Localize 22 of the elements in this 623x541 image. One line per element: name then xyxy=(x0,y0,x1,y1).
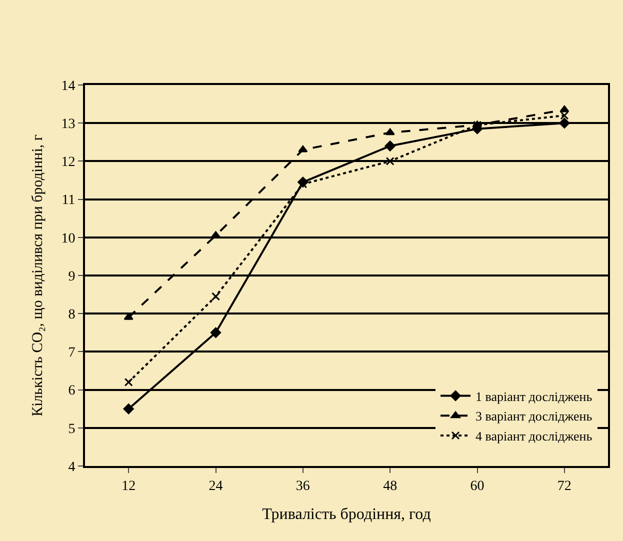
y-tick-label: 9 xyxy=(68,269,76,284)
legend-label: 1 варіант досліджень xyxy=(476,388,592,404)
y-tick-label: 6 xyxy=(68,384,76,399)
y-tick-label: 7 xyxy=(68,346,76,361)
y-tick-label: 14 xyxy=(61,78,76,94)
y-tick-label: 12 xyxy=(61,155,76,170)
x-tick-label: 12 xyxy=(122,478,136,494)
y-tick-label: 13 xyxy=(61,117,76,132)
x-axis-title: Тривалість бродіння, год xyxy=(262,506,431,523)
y-axis-title: Кількість CO₂, що виділився при бродінні, г xyxy=(30,134,46,417)
x-tick-label: 48 xyxy=(383,478,398,494)
y-tick-label: 10 xyxy=(61,231,76,246)
y-tick-label: 4 xyxy=(68,460,76,475)
legend-label: 4 варіант досліджень xyxy=(476,428,592,444)
x-tick-label: 36 xyxy=(296,478,310,494)
x-tick-label: 24 xyxy=(208,478,223,494)
x-tick-label: 72 xyxy=(557,478,572,494)
x-tick-label: 60 xyxy=(470,478,484,494)
y-tick-label: 8 xyxy=(68,308,76,322)
legend-label: 3 варіант досліджень xyxy=(476,408,592,424)
y-tick-label: 11 xyxy=(62,193,76,208)
y-tick-label: 5 xyxy=(68,422,76,437)
